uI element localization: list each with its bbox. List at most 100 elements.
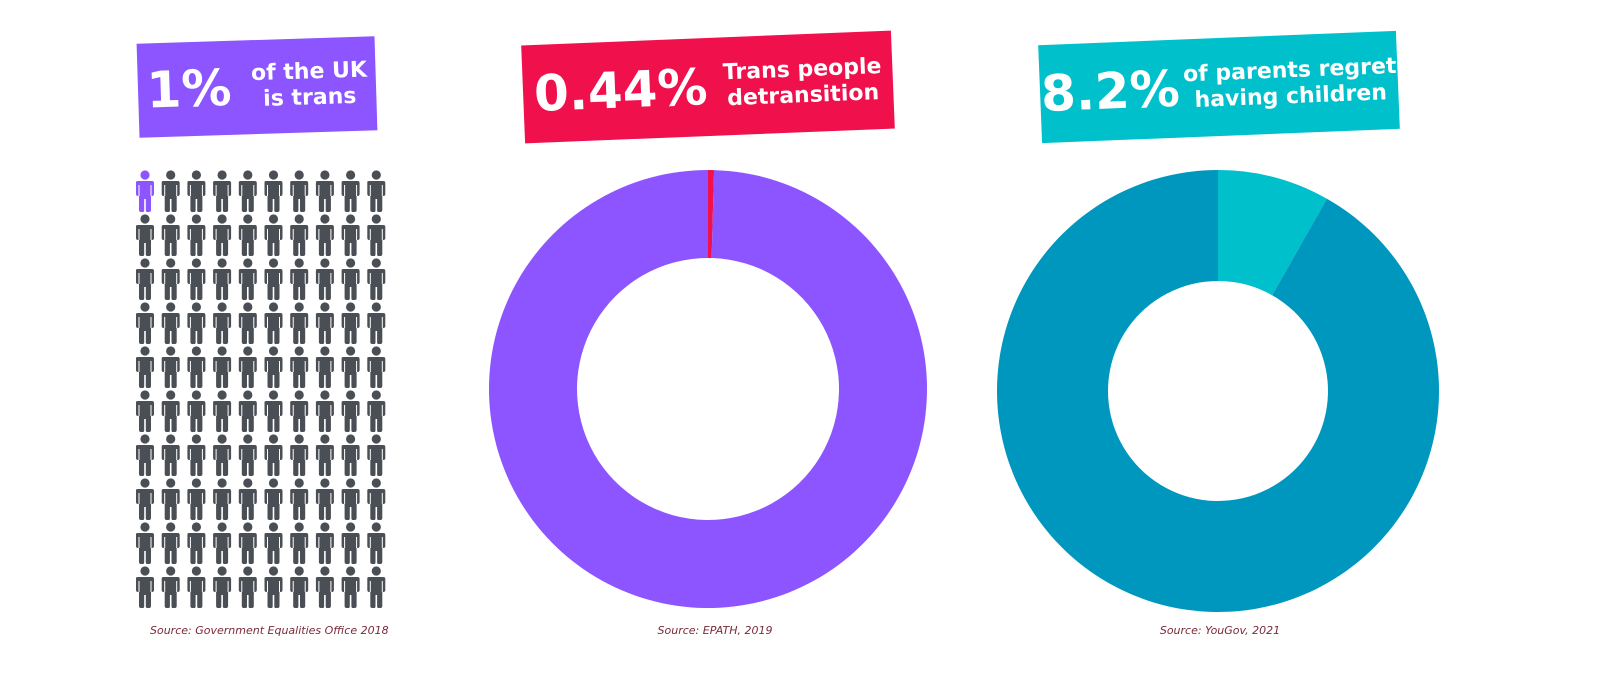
source-note: Source: EPATH, 2019 [657, 624, 773, 637]
person-icon [315, 566, 334, 608]
person-icon [161, 522, 180, 564]
banner-parents-regret: 8.2% of parents regret having children [1038, 30, 1400, 144]
person-icon [290, 434, 309, 476]
person-icon [161, 390, 180, 432]
person-icon [238, 390, 257, 432]
person-icon [136, 214, 154, 256]
panel-uk-trans: 1% of the UK is trans Source: Government… [0, 0, 480, 700]
person-icon [213, 434, 232, 476]
person-icon [264, 302, 283, 344]
person-icon [213, 302, 232, 344]
person-icon [315, 302, 334, 344]
person-icon [315, 434, 334, 476]
detransition-donut-slice-1 [488, 170, 927, 608]
person-icon [341, 346, 360, 388]
person-icon [315, 390, 334, 432]
person-icon [238, 214, 257, 256]
person-icon [290, 302, 309, 344]
person-icon [341, 302, 360, 344]
person-icon [290, 522, 309, 564]
source-note: Source: YouGov, 2021 [1159, 624, 1281, 637]
stat-caption: of the UK is trans [251, 57, 369, 113]
person-icon [187, 390, 206, 432]
person-icon [341, 170, 360, 212]
person-icon [341, 258, 360, 300]
person-icon [341, 214, 360, 256]
detransition-donut-slice-0 [708, 170, 715, 259]
person-icon [315, 346, 334, 388]
person-icon [161, 302, 180, 344]
caption-line-2: detransition [726, 80, 880, 112]
parents-regret-donut-slice-0 [1218, 170, 1327, 296]
person-icon [315, 258, 334, 300]
person-icon [367, 390, 386, 432]
panel-detransition: 0.44% Trans people detransition Source: … [480, 0, 950, 700]
person-icon [161, 478, 180, 520]
person-icon [136, 522, 154, 564]
person-icon [290, 258, 309, 300]
stat-value: 1% [145, 58, 233, 120]
person-icon [136, 434, 154, 476]
person-icon [264, 522, 283, 564]
person-icon [367, 478, 386, 520]
person-icon [238, 346, 257, 388]
person-icon [341, 478, 360, 520]
person-icon [213, 214, 232, 256]
person-icon [187, 478, 206, 520]
person-icon [238, 258, 257, 300]
person-icon [187, 346, 206, 388]
caption-line-1: of the UK [250, 57, 368, 86]
person-icon [264, 478, 283, 520]
person-icon [264, 346, 283, 388]
person-icon [238, 478, 257, 520]
person-icon [187, 258, 206, 300]
parents-regret-donut-slice-1 [997, 170, 1439, 612]
person-icon [367, 566, 386, 608]
stat-value: 0.44% [532, 58, 709, 123]
person-icon [264, 566, 283, 608]
person-icon [290, 390, 309, 432]
person-icon [187, 522, 206, 564]
person-icon [187, 170, 206, 212]
person-icon [136, 346, 154, 388]
person-icon [367, 522, 386, 564]
person-icon [136, 566, 154, 608]
person-icon [264, 390, 283, 432]
person-icon [187, 566, 206, 608]
person-icon [213, 170, 232, 212]
person-icon [161, 214, 180, 256]
person-icon [161, 170, 180, 212]
person-icon [238, 522, 257, 564]
person-icon [161, 434, 180, 476]
person-icon [315, 478, 334, 520]
person-icon [238, 566, 257, 608]
person-icon [264, 214, 283, 256]
person-icon [238, 170, 257, 212]
stat-caption: of parents regret having children [1183, 53, 1398, 114]
person-icon [136, 478, 154, 520]
person-icon [367, 346, 386, 388]
person-icon [187, 434, 206, 476]
stat-caption: Trans people detransition [722, 54, 883, 113]
person-icon [213, 522, 232, 564]
people-waffle-chart [136, 170, 386, 608]
caption-line-2: is trans [262, 83, 357, 112]
person-icon [290, 566, 309, 608]
person-icon [161, 346, 180, 388]
person-icon [315, 214, 334, 256]
source-note: Source: Government Equalities Office 201… [150, 624, 389, 637]
person-icon [136, 302, 154, 344]
person-icon [264, 258, 283, 300]
person-icon [341, 566, 360, 608]
person-icon [367, 170, 386, 212]
person-icon [161, 566, 180, 608]
banner-uk-trans: 1% of the UK is trans [136, 36, 378, 138]
detransition-donut-chart [488, 170, 927, 608]
person-icon [367, 214, 386, 256]
person-icon [136, 390, 154, 432]
person-icon [290, 214, 309, 256]
person-icon [341, 522, 360, 564]
person-icon [367, 302, 386, 344]
person-icon [290, 170, 309, 212]
person-icon [238, 302, 257, 344]
